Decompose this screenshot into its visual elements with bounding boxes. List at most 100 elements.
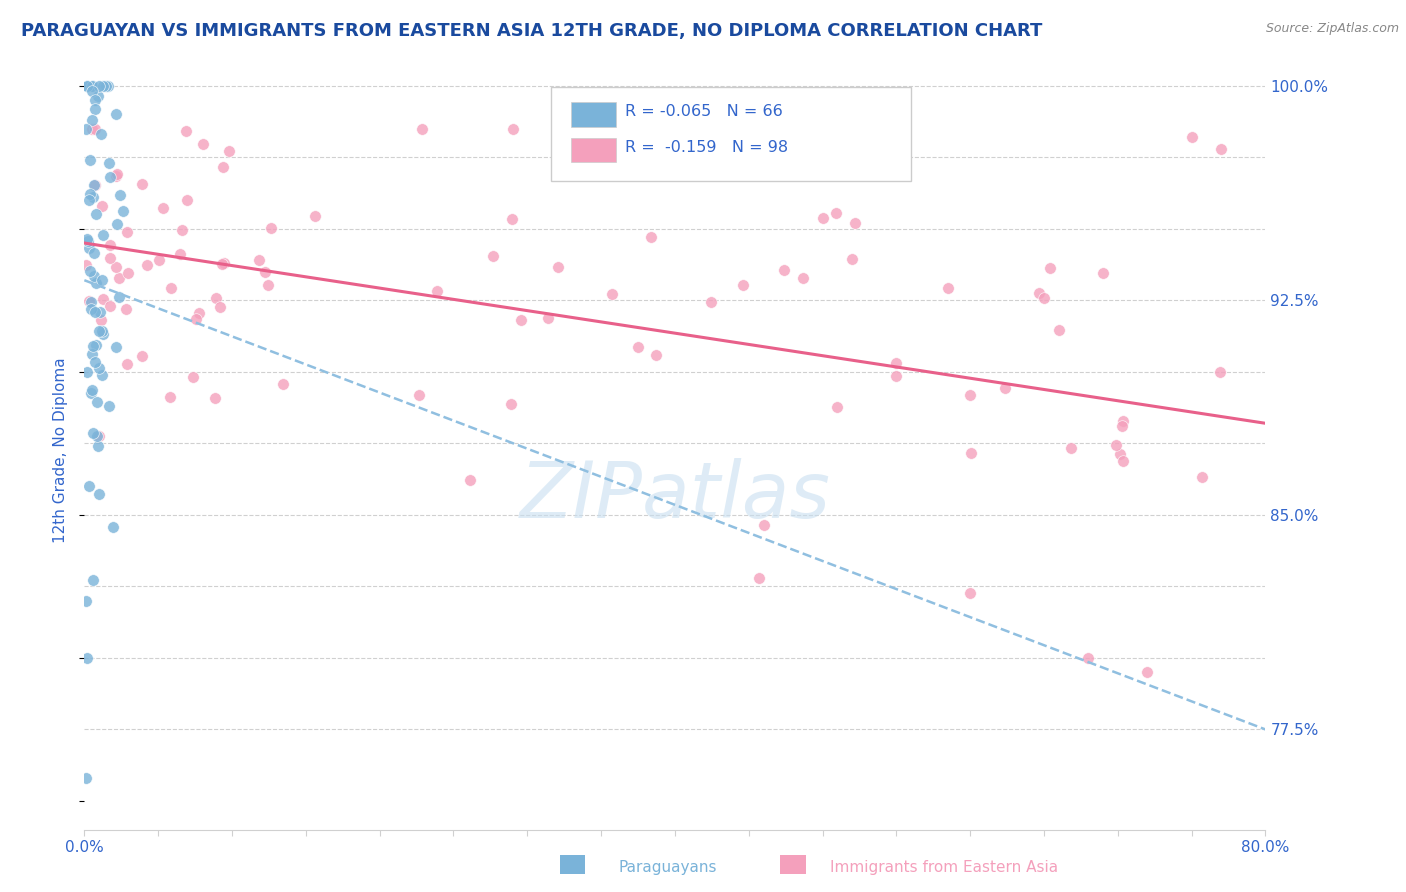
Point	[75, 121, 97, 136]
Point	[91, 292, 114, 306]
Point	[98, 237, 121, 252]
Point	[499, 397, 522, 411]
Point	[169, 247, 191, 261]
FancyBboxPatch shape	[571, 103, 616, 127]
Point	[84, 121, 107, 136]
Point	[117, 266, 139, 280]
Point	[105, 167, 128, 181]
Point	[79, 186, 101, 201]
Point	[426, 285, 449, 299]
Point	[994, 381, 1017, 395]
Point	[98, 251, 121, 265]
Point	[75, 258, 97, 272]
Point	[80, 84, 103, 98]
Point	[77, 479, 100, 493]
Point	[172, 223, 194, 237]
Point	[1191, 469, 1213, 483]
Point	[748, 571, 770, 585]
Point	[83, 178, 105, 193]
Point	[80, 301, 103, 316]
Point	[79, 386, 101, 401]
Point	[481, 249, 503, 263]
Point	[89, 324, 111, 338]
Point	[502, 121, 524, 136]
Point	[884, 356, 907, 370]
Point	[547, 260, 569, 275]
Point	[91, 199, 114, 213]
Point	[98, 299, 121, 313]
Point	[1136, 665, 1159, 680]
Point	[731, 277, 754, 292]
Point	[510, 312, 533, 326]
Point	[131, 177, 153, 191]
Point	[82, 78, 104, 93]
Text: Source: ZipAtlas.com: Source: ZipAtlas.com	[1265, 22, 1399, 36]
Point	[600, 286, 623, 301]
Point	[115, 225, 138, 239]
Text: ZIPatlas: ZIPatlas	[519, 458, 831, 534]
Point	[91, 227, 114, 242]
Point	[211, 256, 233, 270]
Text: Paraguayans: Paraguayans	[619, 860, 717, 874]
Point	[458, 473, 481, 487]
Point	[97, 78, 120, 93]
FancyBboxPatch shape	[551, 87, 911, 181]
Point	[304, 209, 326, 223]
Point	[91, 326, 114, 341]
Point	[152, 201, 174, 215]
Point	[159, 281, 181, 295]
Text: R =  -0.159   N = 98: R = -0.159 N = 98	[626, 140, 789, 155]
Point	[773, 263, 796, 277]
Point	[89, 305, 111, 319]
Point	[844, 216, 866, 230]
Point	[82, 190, 104, 204]
Point	[82, 573, 104, 587]
Point	[188, 306, 211, 320]
Point	[212, 256, 235, 270]
Point	[959, 586, 981, 600]
Point	[131, 349, 153, 363]
Point	[1060, 441, 1083, 455]
Point	[83, 268, 105, 283]
Point	[75, 593, 97, 607]
Point	[94, 78, 117, 93]
Point	[86, 395, 108, 409]
Point	[76, 651, 98, 665]
Point	[87, 360, 110, 375]
FancyBboxPatch shape	[571, 138, 616, 162]
Point	[959, 388, 981, 402]
Point	[79, 153, 101, 167]
Point	[159, 390, 181, 404]
Point	[91, 273, 114, 287]
Point	[537, 310, 560, 325]
Point	[271, 377, 294, 392]
Point	[191, 137, 214, 152]
Point	[841, 252, 863, 267]
Point	[105, 217, 128, 231]
Point	[91, 78, 114, 93]
Point	[825, 206, 848, 220]
Point	[181, 370, 204, 384]
Point	[90, 127, 112, 141]
Point	[80, 113, 103, 128]
Point	[75, 771, 97, 785]
Point	[204, 391, 226, 405]
Point	[91, 368, 114, 382]
Point	[107, 271, 129, 285]
Point	[79, 193, 101, 207]
Point	[825, 400, 848, 414]
Point	[257, 277, 280, 292]
Point	[82, 338, 104, 352]
Point	[77, 241, 100, 255]
Point	[107, 290, 129, 304]
Point	[959, 446, 981, 460]
Point	[84, 276, 107, 290]
Point	[76, 78, 98, 93]
Point	[87, 89, 110, 103]
Point	[1047, 323, 1070, 337]
Point	[218, 144, 240, 158]
Point	[82, 426, 104, 441]
Point	[1181, 130, 1204, 145]
Point	[87, 428, 110, 442]
Point	[97, 156, 120, 170]
